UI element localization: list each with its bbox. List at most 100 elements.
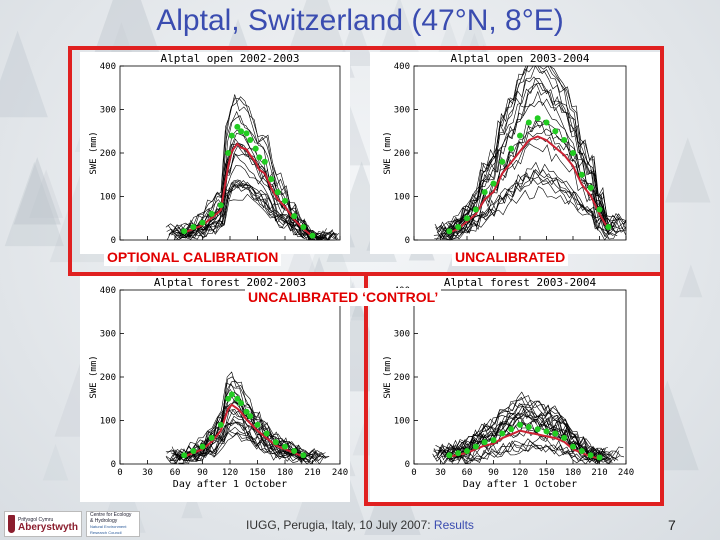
x-tick-label: 210 [591, 468, 607, 478]
y-tick-label: 200 [394, 373, 410, 383]
tree-shape [4, 161, 64, 247]
observed-point [228, 132, 235, 139]
y-tick-label: 100 [394, 193, 410, 203]
y-tick-label: 300 [100, 330, 116, 340]
observed-point [268, 176, 275, 183]
slide-footer: IUGG, Perugia, Italy, 10 July 2007: Resu… [0, 518, 720, 532]
y-tick-label: 400 [100, 286, 116, 296]
uncalibrated-control-label: UNCALIBRATED ‘CONTROL’ [245, 288, 442, 306]
y-tick-label: 200 [100, 373, 116, 383]
observed-point [181, 228, 188, 235]
tree-shape [679, 264, 703, 298]
ceh-line2: & Hydrology [90, 518, 118, 524]
observed-point [534, 115, 541, 122]
ensemble-line [440, 65, 618, 232]
observed-point [446, 452, 453, 459]
ensemble-line [442, 400, 624, 460]
x-tick-label: 0 [117, 468, 122, 478]
y-tick-label: 100 [100, 193, 116, 203]
ensemble-line [439, 442, 613, 465]
observed-point [499, 158, 506, 165]
observed-point [274, 189, 281, 196]
observed-point [472, 206, 479, 213]
y-tick-label: 400 [100, 62, 116, 72]
ensemble-line [442, 119, 627, 236]
observed-point [490, 180, 497, 187]
ensemble-line [447, 408, 625, 460]
aberystwyth-logo: Prifysgol Cymru Aberystwyth [4, 511, 82, 537]
observed-point [252, 145, 259, 152]
observed-point [596, 206, 603, 213]
y-tick-label: 100 [100, 417, 116, 427]
x-tick-label: 90 [197, 468, 208, 478]
observed-point [464, 447, 470, 454]
observed-point [300, 223, 307, 230]
ceh-logo: Centre for Ecology & Hydrology Natural E… [86, 511, 140, 537]
y-tick-label: 0 [111, 236, 116, 246]
chart-panel-open-2002: Alptal open 2002-2003 0 100 200 300 400 SWE (m… [80, 52, 350, 254]
observed-point [225, 395, 232, 402]
y-tick-label: 200 [394, 149, 410, 159]
page-number: 7 [668, 517, 676, 533]
observed-point [291, 213, 298, 220]
tree-shape [225, 18, 251, 54]
observed-point [243, 408, 250, 415]
median-line [183, 403, 304, 458]
observed-point [543, 119, 550, 126]
chart-panel-forest-2003: Alptal forest 2003-200401002003004000306… [370, 276, 660, 502]
median-line [183, 142, 314, 238]
y-axis-label: SWE (mm) [89, 131, 99, 174]
x-axis-label: Day after 1 October [173, 479, 287, 490]
footer-results: Results [433, 518, 474, 532]
x-tick-label: 180 [277, 468, 293, 478]
ensemble-line [435, 402, 600, 457]
x-tick-label: 240 [332, 468, 348, 478]
tree-shape [664, 137, 711, 203]
calibration-outline-box [68, 46, 664, 276]
ensemble-line [436, 169, 610, 240]
observed-point [525, 424, 532, 431]
chart-open-2003-2004: Alptal open 2003-2004 0 100 200 300 400 SWE (m… [383, 52, 627, 246]
y-tick-label: 0 [405, 236, 410, 246]
ensemble-line [438, 442, 603, 465]
observed-point [217, 421, 224, 428]
plot-frame [119, 289, 341, 465]
ensemble-line [439, 395, 608, 457]
observed-point [578, 447, 585, 454]
observed-point [570, 150, 576, 156]
observed-point [282, 197, 288, 204]
ensemble-line [182, 431, 307, 465]
ceh-line1: Centre for Ecology [90, 512, 132, 518]
x-tick-label: 150 [538, 468, 554, 478]
x-axis-label: Day after 1 October [463, 479, 577, 490]
observed-point [517, 421, 523, 428]
ceh-line3: Natural Environment Research Council [90, 524, 127, 535]
y-axis-label: SWE (mm) [89, 355, 99, 398]
y-tick-label: 0 [111, 460, 116, 470]
chart-forest-2002-2003: Alptal forest 2002-2003 0 100 200 300 400 0 30 6… [89, 276, 348, 490]
chart-title: Alptal forest 2003-2004 [444, 276, 597, 289]
observed-point [208, 434, 215, 441]
observed-point [552, 128, 559, 135]
observed-point [570, 443, 576, 450]
ensemble-line [440, 82, 613, 235]
observed-point [481, 189, 488, 196]
observed-point [552, 430, 559, 437]
observed-point [190, 223, 197, 230]
tree-shape [42, 443, 69, 481]
ensemble-line [179, 422, 304, 465]
observed-point [587, 452, 594, 459]
observed-point [587, 184, 594, 191]
chart-title: Alptal forest 2002-2003 [154, 276, 306, 289]
footer-text: IUGG, Perugia, Italy, 10 July 2007: [246, 518, 434, 532]
chart-panel-forest-2002: Alptal forest 2002-2003 0 100 200 300 400 0 30 6… [80, 276, 350, 502]
tree-shape [29, 169, 64, 218]
y-tick-label: 100 [394, 417, 410, 427]
x-tick-label: 30 [142, 468, 153, 478]
tree-shape [379, 0, 419, 53]
chart-panel-open-2003: Alptal open 2003-2004 0 100 200 300 400 SWE (m… [370, 52, 660, 254]
x-tick-label: 120 [512, 468, 528, 478]
observed-point [508, 426, 515, 433]
chart-title: Alptal open 2003-2004 [450, 52, 589, 65]
observed-point [261, 158, 268, 165]
